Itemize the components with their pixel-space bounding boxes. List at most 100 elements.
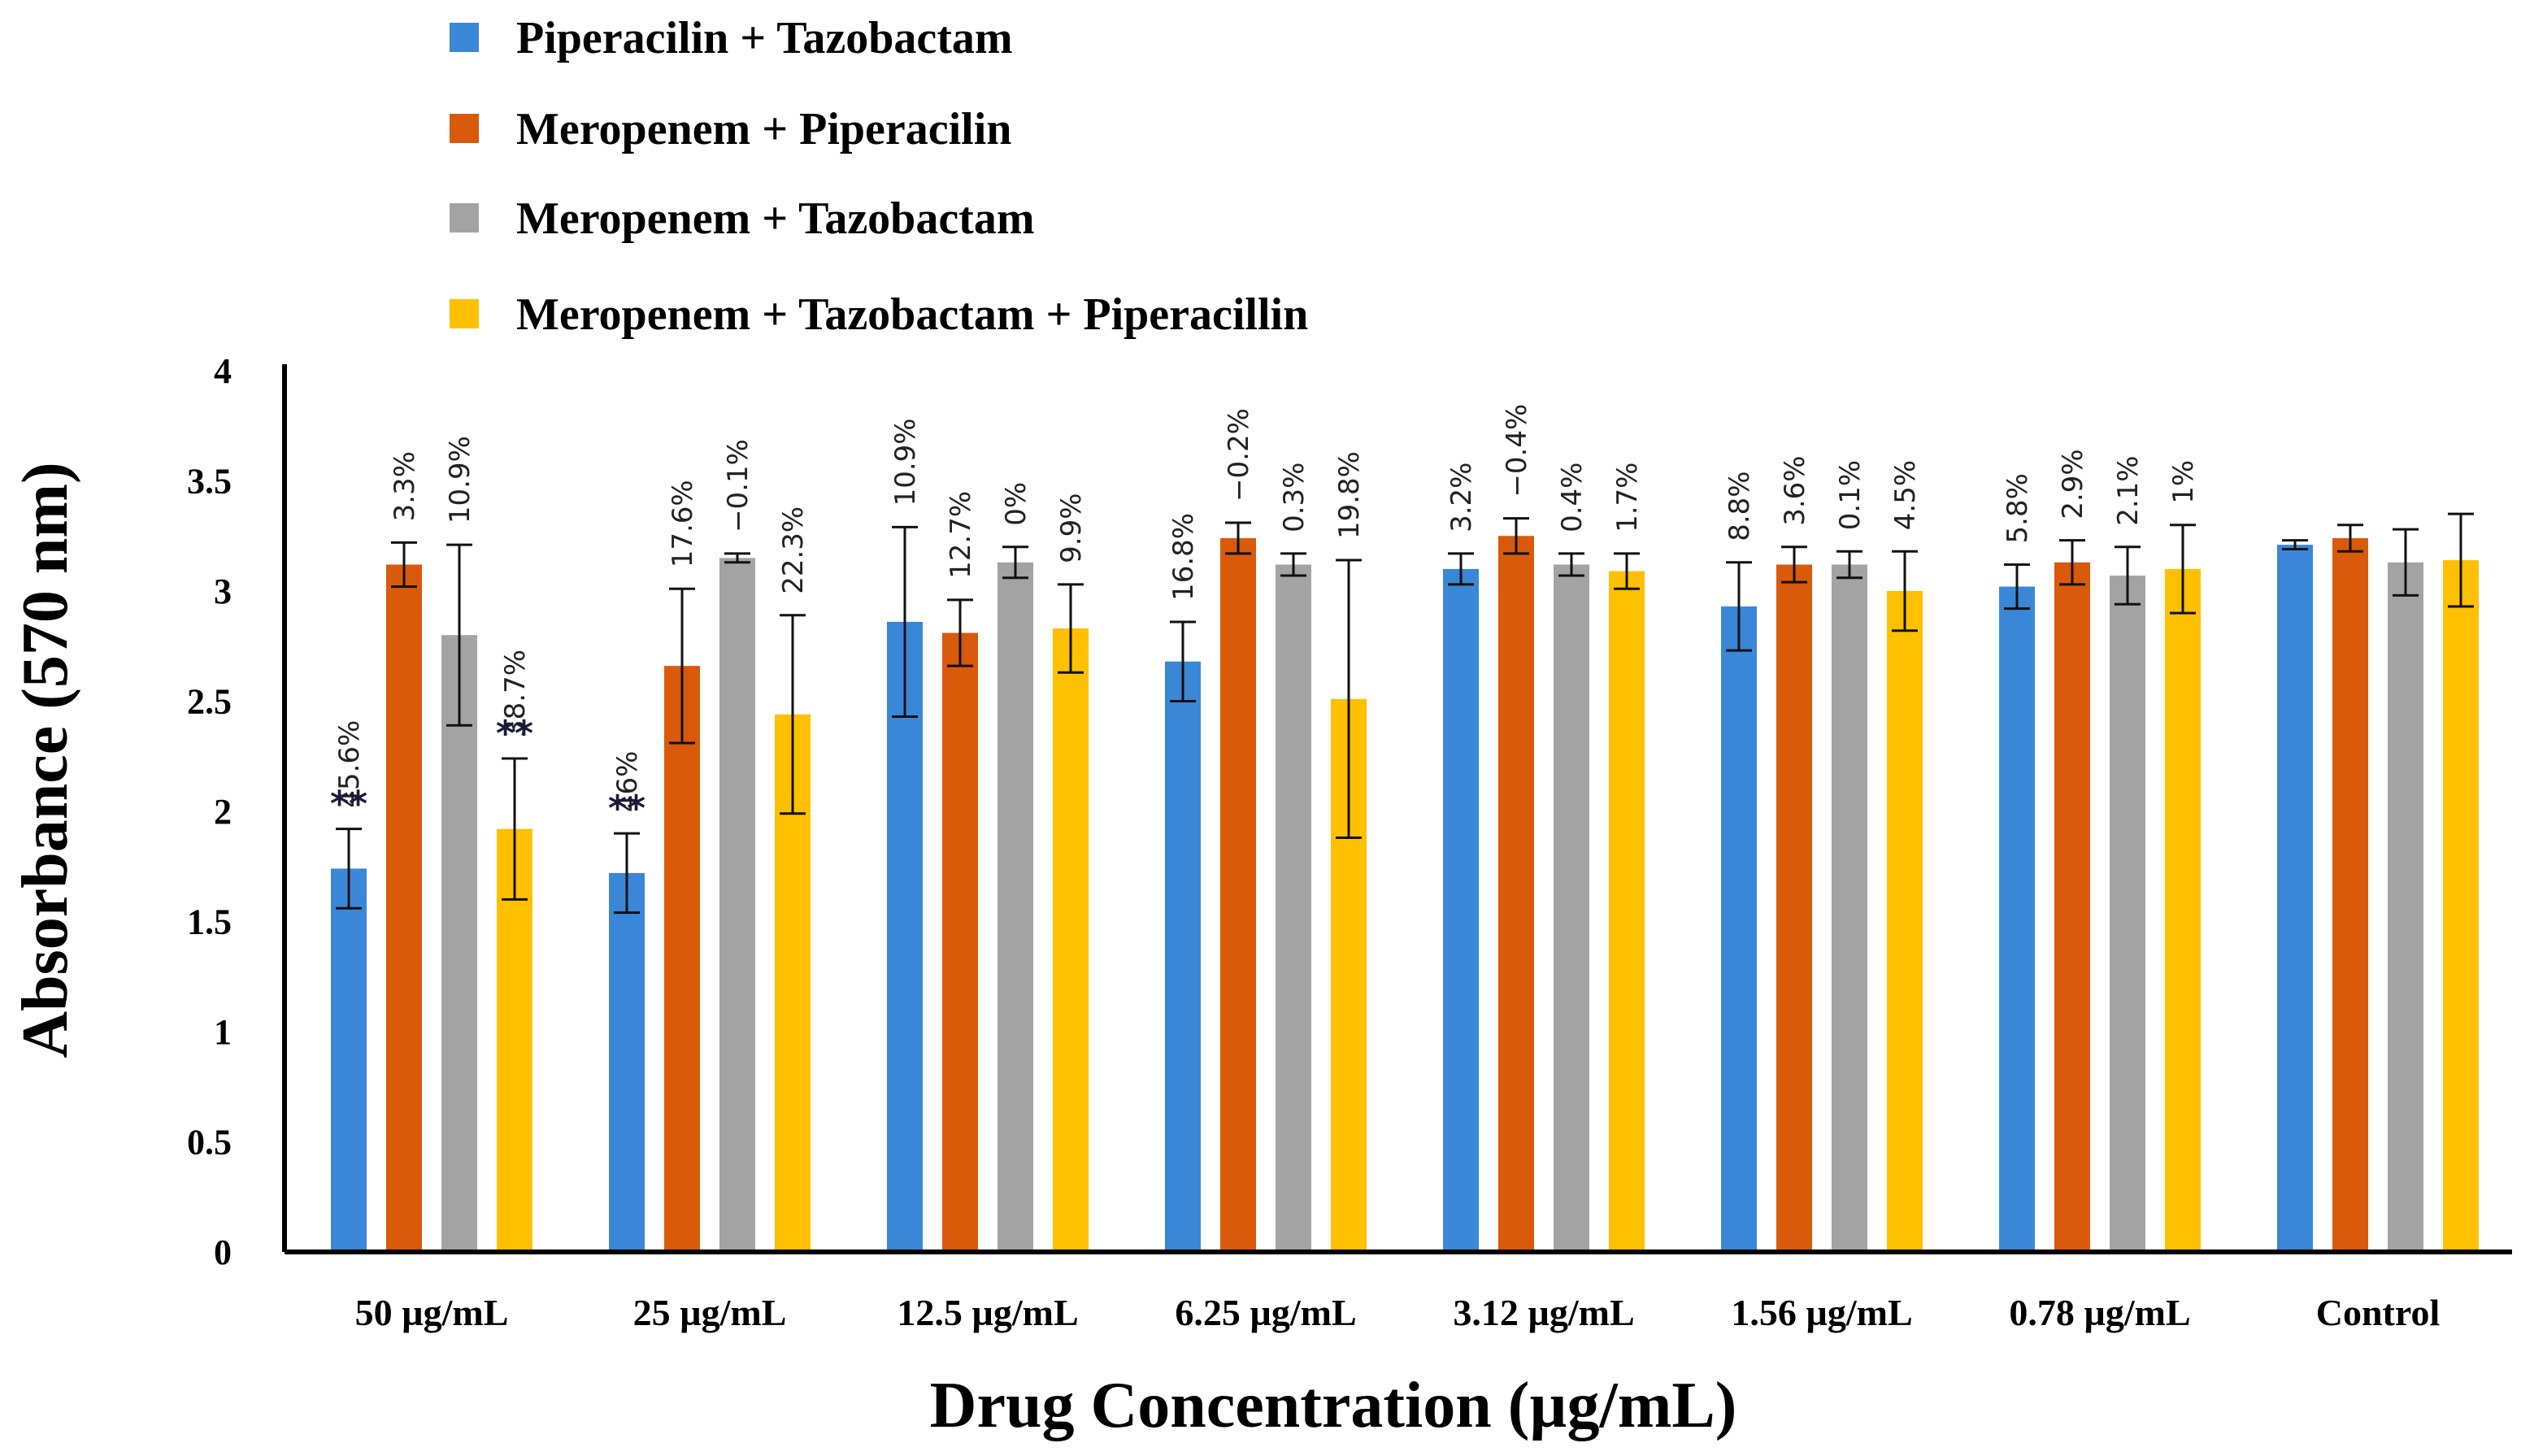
x-axis: 50 µg/mL 25 µg/mL 12.5 µg/mL 6.25 µg/mL 3.12… (285, 1250, 2512, 1333)
percent-label: 10.9% (444, 436, 476, 524)
legend-swatch (450, 203, 479, 233)
x-tick-label: 6.25 µg/mL (1175, 1292, 1356, 1333)
percent-label: 8.8% (1723, 471, 1756, 541)
percent-label: 1.7% (1611, 463, 1644, 532)
percent-label: 3.6% (1779, 455, 1811, 525)
bar-group: 10.9% 12.7% 0% 9.9% (887, 418, 1089, 1252)
percent-label: 0.1% (1834, 460, 1867, 530)
bar (2165, 568, 2201, 1252)
bar (2054, 562, 2090, 1252)
legend: Piperacilin + Tazobactam Meropenem + Pipe… (450, 13, 1308, 340)
y-tick-label: 4 (214, 351, 232, 391)
percent-label: 46% (611, 751, 644, 813)
x-tick-label: 1.56 µg/mL (1731, 1292, 1912, 1333)
y-tick-label: 1 (214, 1012, 232, 1052)
bar (2332, 537, 2368, 1252)
y-tick-label: 3 (214, 572, 232, 611)
bar (719, 558, 755, 1252)
percent-label: 3.2% (1445, 463, 1478, 532)
bar (1887, 591, 1923, 1252)
percent-label: 1% (2167, 460, 2200, 504)
percent-label: 12.7% (945, 491, 977, 579)
bar (1721, 606, 1757, 1252)
legend-label: Meropenem + Tazobactam + Piperacillin (516, 289, 1308, 340)
bar (2388, 562, 2423, 1252)
bar (1220, 537, 1256, 1252)
bar (1776, 564, 1812, 1252)
bar (2110, 576, 2145, 1252)
x-tick-label: 12.5 µg/mL (897, 1292, 1078, 1333)
percent-label: 22.3% (777, 506, 810, 594)
bar-group: 16.8% −0.2% 0.3% 19.8% (1165, 408, 1367, 1252)
percent-label: 5.8% (2002, 473, 2034, 543)
bar (1554, 564, 1589, 1252)
x-tick-label: 3.12 µg/mL (1453, 1292, 1634, 1333)
bar (386, 564, 422, 1252)
bar (441, 635, 477, 1252)
percent-label: 2.9% (2057, 449, 2089, 519)
bar (1498, 536, 1534, 1252)
percent-label: 0% (1000, 482, 1032, 526)
x-tick-label: 25 µg/mL (633, 1292, 787, 1333)
bar (664, 666, 700, 1252)
significance-marker: ** (496, 713, 533, 754)
bar-group: 3.2% −0.4% 0.4% 1.7% (1443, 404, 1645, 1252)
percent-label: 19.8% (1333, 451, 1366, 539)
percent-label: 38.7% (499, 650, 532, 737)
legend-label: Meropenem + Tazobactam (516, 193, 1034, 244)
bar (887, 621, 923, 1252)
y-axis-title: Absorbance (570 nm) (10, 462, 81, 1058)
legend-swatch (450, 23, 479, 52)
bar (1999, 586, 2035, 1252)
bar (1609, 571, 1645, 1252)
percent-label: 0.4% (1556, 463, 1589, 532)
bar-group (2277, 512, 2479, 1252)
percent-label: 4.5% (1889, 460, 1922, 530)
percent-label: 0.3% (1278, 463, 1310, 532)
y-tick-label: 0 (214, 1232, 232, 1272)
legend-swatch (450, 299, 479, 328)
percent-label: 10.9% (889, 418, 922, 506)
bar (1053, 628, 1089, 1252)
y-tick-label: 0.5 (187, 1123, 232, 1163)
bar (609, 872, 645, 1252)
legend-label: Meropenem + Piperacilin (516, 104, 1011, 154)
bar (998, 562, 1033, 1252)
y-tick-label: 3.5 (187, 462, 232, 502)
bar-group: 46%** 17.6% −0.1% 22.3% (608, 439, 811, 1252)
legend-label: Piperacilin + Tazobactam (516, 13, 1013, 63)
y-tick-label: 1.5 (187, 902, 232, 942)
y-tick-label: 2 (214, 792, 232, 832)
y-tick-label: 2.5 (187, 682, 232, 722)
percent-label: 16.8% (1167, 513, 1200, 601)
bar-group: 5.8% 2.9% 2.1% 1% (1999, 449, 2201, 1252)
x-tick-label: 0.78 µg/mL (2009, 1292, 2190, 1333)
significance-marker: ** (608, 788, 645, 829)
percent-label: 9.9% (1055, 493, 1088, 563)
bar (2443, 560, 2479, 1252)
bar (942, 632, 978, 1252)
percent-label: −0.4% (1501, 404, 1533, 498)
bar (1443, 568, 1479, 1252)
percent-label: 2.1% (2112, 455, 2145, 525)
bar-group: 8.8% 3.6% 0.1% 4.5% (1721, 455, 1923, 1252)
percent-label: −0.2% (1223, 408, 1255, 502)
bar (2277, 545, 2313, 1252)
bar (1165, 661, 1201, 1252)
percent-label: 3.3% (389, 451, 421, 521)
y-axis: 0 0.5 1 1.5 2 2.5 3 3.5 4 (187, 351, 287, 1272)
bar (331, 868, 367, 1252)
x-axis-title: Drug Concentration (µg/mL) (930, 1370, 1737, 1441)
x-tick-label: Control (2316, 1292, 2441, 1333)
bar (1276, 564, 1311, 1252)
bars: 45.6%**3.3% 10.9%38.7%**46%**17.6% −0.1%22… (330, 404, 2479, 1252)
percent-label: 45.6% (333, 720, 366, 808)
percent-label: 17.6% (667, 480, 699, 567)
legend-swatch (450, 114, 479, 143)
significance-marker: ** (330, 784, 367, 825)
x-tick-label: 50 µg/mL (355, 1292, 509, 1333)
bar-group: 45.6%**3.3% 10.9%38.7%** (330, 436, 533, 1252)
bar (1832, 564, 1867, 1252)
percent-label: −0.1% (722, 439, 754, 532)
